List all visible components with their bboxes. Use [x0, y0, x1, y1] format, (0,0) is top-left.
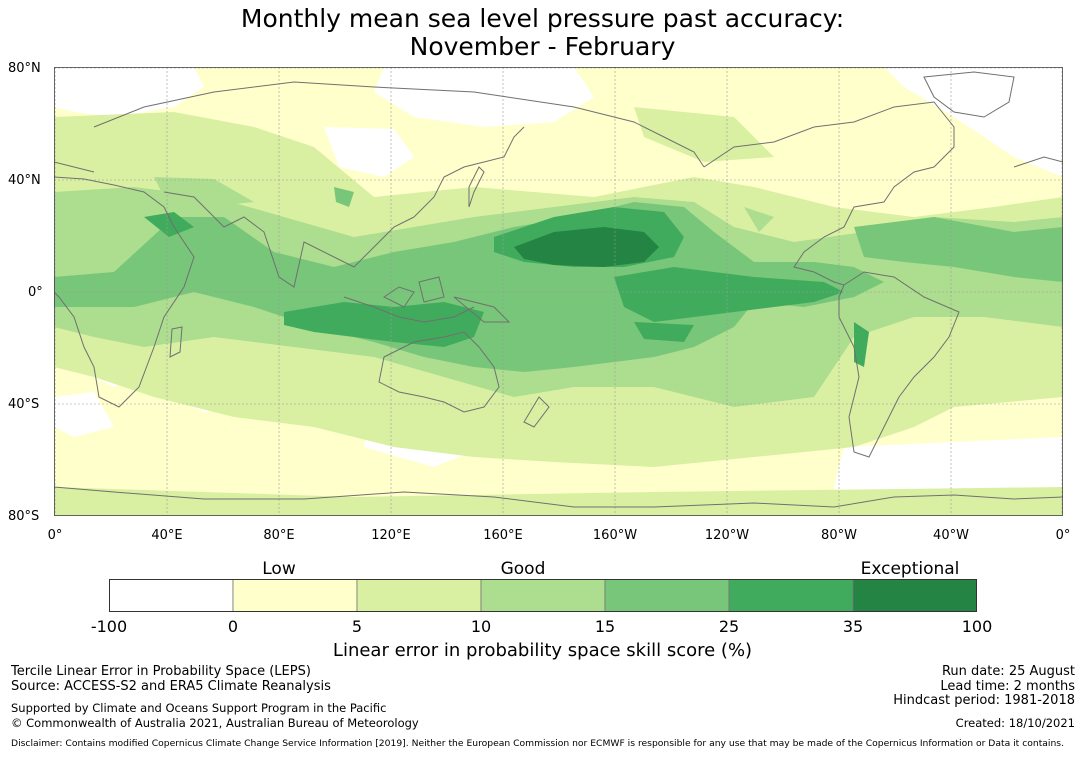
lat-label-40s: 40°S: [8, 397, 40, 412]
legend-tick: 100: [961, 617, 993, 636]
map-title-line1: Monthly mean sea level pressure past acc…: [240, 4, 845, 33]
footer-disclaimer: Disclaimer: Contains modified Copernicus…: [11, 738, 1065, 749]
lon-label-120w: 120°W: [704, 528, 750, 543]
map-skill-35-100: [514, 227, 659, 267]
lat-label-40n: 40°N: [8, 173, 41, 188]
colorbar-segment: [109, 579, 234, 612]
legend-tick: 5: [351, 617, 363, 636]
legend-tick: 15: [594, 617, 616, 636]
colorbar-segment: [232, 579, 358, 612]
footer-leps: Tercile Linear Error in Probability Spac…: [11, 664, 311, 679]
map-coastlines: [54, 71, 1063, 508]
footer-created: Created: 18/10/2021: [955, 716, 1075, 730]
map-frame: [54, 67, 1063, 516]
legend-tick: 25: [718, 617, 740, 636]
map-title-line2: November - February: [409, 32, 676, 61]
colorbar-segment: [728, 579, 854, 612]
colorbar-segment: [480, 579, 606, 612]
legend-tick: 35: [842, 617, 864, 636]
legend-tick: 0: [227, 617, 239, 636]
colorbar-segment: [356, 579, 482, 612]
footer-copyright: © Commonwealth of Australia 2021, Austra…: [11, 716, 419, 730]
lon-label-40e: 40°E: [151, 528, 183, 543]
colorbar: [109, 579, 977, 612]
lon-label-80e: 80°E: [263, 528, 295, 543]
legend-tick: -100: [90, 617, 128, 636]
lon-label-40w: 40°W: [933, 528, 969, 543]
footer-hindcast: Hindcast period: 1981-2018: [893, 693, 1075, 708]
lon-label-0: 0°: [47, 528, 63, 543]
footer-source: Source: ACCESS-S2 and ERA5 Climate Reana…: [11, 679, 331, 694]
lat-label-80s: 80°S: [8, 509, 40, 524]
colorbar-frame: [109, 579, 977, 612]
map-skill-25-35: [144, 207, 869, 367]
footer-run-date: Run date: 25 August: [941, 664, 1075, 679]
colorbar-label: Linear error in probability space skill …: [332, 640, 753, 661]
lon-label-160e: 160°E: [483, 528, 523, 543]
lon-label-160w: 160°W: [592, 528, 638, 543]
map-graticule: [54, 67, 1063, 516]
lat-label-eq: 0°: [28, 285, 43, 300]
footer-lead-time: Lead time: 2 months: [940, 679, 1075, 694]
skill-score-map: [54, 67, 1063, 516]
colorbar-segment: [604, 579, 730, 612]
legend-tick: 10: [470, 617, 492, 636]
legend-category-good: Good: [500, 559, 546, 579]
legend-category-exceptional: Exceptional: [860, 559, 960, 579]
colorbar-segment: [852, 579, 977, 612]
lon-label-0-east: 0°: [1055, 528, 1071, 543]
legend-category-low: Low: [262, 559, 296, 579]
lat-label-80n: 80°N: [8, 61, 41, 76]
lon-label-120e: 120°E: [371, 528, 411, 543]
footer-support: Supported by Climate and Oceans Support …: [11, 701, 387, 715]
lon-label-80w: 80°W: [821, 528, 857, 543]
